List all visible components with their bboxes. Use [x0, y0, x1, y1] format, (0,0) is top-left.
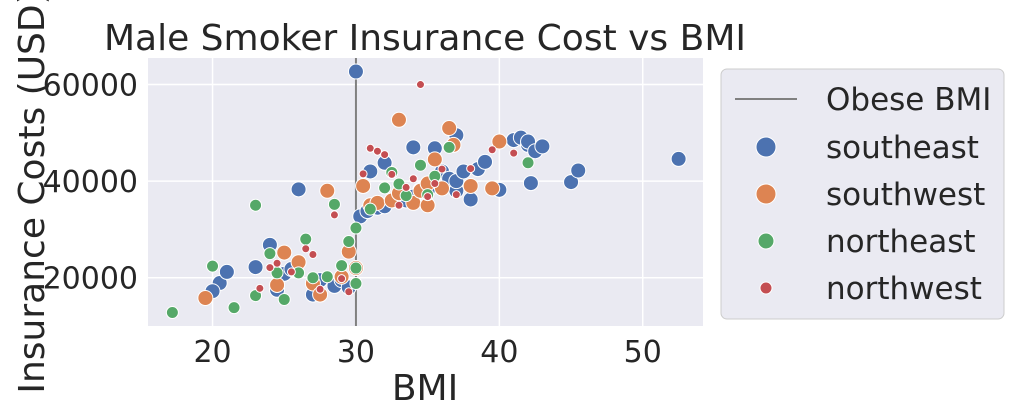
y-tick-label: 60000 — [43, 69, 138, 104]
data-point-northwest — [337, 274, 347, 284]
x-tick-label: 30 — [337, 335, 375, 370]
y-tick-label: 40000 — [43, 165, 138, 200]
data-point-northeast — [363, 202, 377, 216]
data-point-northwest — [272, 258, 282, 268]
data-point-southeast — [522, 175, 539, 192]
y-axis-label: Insurance Costs (USD) — [12, 0, 53, 394]
x-axis-label: BMI — [392, 368, 458, 409]
data-point-northwest — [394, 200, 404, 210]
data-point-northwest — [423, 192, 433, 202]
data-point-northeast — [342, 234, 356, 248]
legend-label-northwest: northwest — [826, 271, 982, 307]
data-point-northwest — [437, 164, 447, 174]
data-point-northwest — [329, 210, 339, 220]
data-point-northeast — [277, 292, 291, 306]
data-point-northwest — [415, 80, 425, 90]
legend: Obese BMI southeast southwest northeast nor… — [720, 68, 1005, 320]
data-point-northwest — [301, 244, 311, 254]
data-point-northeast — [378, 181, 392, 195]
data-point-northeast — [299, 232, 313, 246]
data-point-southwest — [319, 182, 336, 199]
data-point-northwest — [487, 145, 497, 155]
data-point-southwest — [426, 151, 443, 168]
data-point-northeast — [165, 305, 179, 319]
x-tick-label: 50 — [624, 335, 662, 370]
data-point-southwest — [491, 133, 508, 150]
data-point-northeast — [349, 221, 363, 235]
data-point-northwest — [358, 169, 368, 179]
data-point-northwest — [387, 169, 397, 179]
legend-box — [720, 68, 1005, 320]
chart-title: Male Smoker Insurance Cost vs BMI — [104, 18, 746, 59]
y-tick-label: 20000 — [43, 262, 138, 297]
data-point-northwest — [401, 182, 411, 192]
data-point-northeast — [521, 156, 535, 170]
data-point-northwest — [509, 148, 519, 158]
data-point-northeast — [206, 259, 220, 273]
data-point-northwest — [451, 190, 461, 200]
data-point-southwest — [462, 177, 479, 194]
data-point-southeast — [247, 259, 264, 276]
data-point-northeast — [263, 247, 277, 261]
data-point-northeast — [249, 198, 263, 212]
data-point-northeast — [327, 197, 341, 211]
data-point-northeast — [320, 270, 334, 284]
data-point-southeast — [670, 150, 687, 167]
data-point-northwest — [380, 150, 390, 160]
data-point-northwest — [255, 283, 265, 293]
data-point-northwest — [466, 164, 476, 174]
data-point-southeast — [290, 181, 307, 198]
legend-label-southwest: southwest — [826, 177, 985, 213]
data-point-northwest — [308, 250, 318, 260]
data-point-southeast — [347, 63, 364, 80]
data-point-northeast — [306, 271, 320, 285]
data-point-northeast — [349, 277, 363, 291]
y-axis-ticks: 20000 40000 60000 — [43, 69, 138, 297]
data-point-northwest — [408, 174, 418, 184]
data-point-northwest — [286, 267, 296, 277]
data-point-southwest — [276, 244, 293, 261]
x-tick-label: 40 — [480, 335, 518, 370]
data-points — [165, 63, 687, 319]
data-point-southwest — [355, 177, 372, 194]
data-point-northeast — [349, 261, 363, 275]
legend-marker-northeast — [757, 232, 775, 250]
data-point-northeast — [335, 259, 349, 273]
x-axis-ticks: 20 30 40 50 — [193, 335, 661, 370]
data-point-southwest — [197, 289, 214, 306]
data-point-northeast — [413, 158, 427, 172]
legend-marker-southwest — [755, 183, 777, 205]
data-point-northwest — [344, 287, 354, 297]
data-point-southeast — [462, 191, 479, 208]
data-point-southwest — [441, 120, 458, 137]
data-point-southwest — [390, 111, 407, 128]
data-point-southeast — [218, 263, 235, 280]
data-point-southeast — [570, 162, 587, 179]
legend-marker-northwest — [759, 281, 773, 295]
data-point-southeast — [405, 139, 422, 156]
data-point-southeast — [563, 174, 580, 191]
legend-label-northeast: northeast — [826, 224, 976, 260]
legend-label-southeast: southeast — [826, 130, 979, 166]
data-point-southeast — [477, 153, 494, 170]
data-point-northwest — [265, 263, 275, 273]
x-tick-label: 20 — [193, 335, 231, 370]
data-point-northwest — [315, 284, 325, 294]
data-point-southeast — [534, 138, 551, 155]
legend-label-obese-bmi: Obese BMI — [826, 82, 991, 118]
data-point-northeast — [227, 301, 241, 315]
data-point-northwest — [372, 146, 382, 156]
data-point-southwest — [484, 180, 501, 197]
legend-marker-southeast — [755, 136, 777, 158]
data-point-northwest — [430, 179, 440, 189]
data-point-northeast — [442, 140, 456, 154]
data-point-southwest — [269, 276, 286, 293]
